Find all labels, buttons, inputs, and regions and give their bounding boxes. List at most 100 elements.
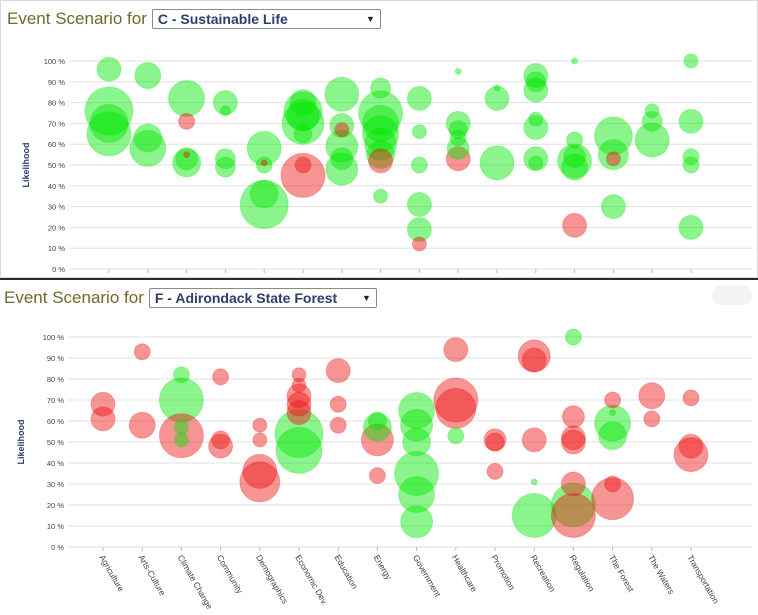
bubble	[557, 143, 593, 179]
bubble	[364, 127, 398, 161]
bubble	[286, 383, 312, 409]
y-tick-label: 10 %	[47, 522, 64, 531]
bubble	[219, 105, 231, 117]
bubble	[483, 428, 507, 452]
bubble	[561, 405, 585, 429]
bubble	[530, 478, 538, 486]
bubble	[173, 419, 189, 435]
bubble	[172, 366, 190, 384]
bubble	[211, 430, 231, 450]
bubble	[252, 417, 268, 433]
bubble	[133, 343, 151, 361]
bubble	[260, 159, 268, 167]
y-tick-label: 90 %	[48, 78, 65, 87]
bubble	[563, 145, 587, 169]
bubble	[286, 98, 320, 132]
y-tick-label: 30 %	[48, 203, 65, 212]
bubble	[598, 421, 628, 451]
bubble	[445, 110, 471, 136]
bubble	[638, 382, 666, 410]
y-axis-label: Likelihood	[16, 420, 26, 465]
bubble	[682, 148, 700, 166]
bubble	[528, 111, 544, 127]
bubble	[208, 433, 234, 459]
bubble	[329, 112, 355, 138]
bubble	[604, 391, 622, 409]
bubble	[283, 91, 323, 131]
scenario-select-bottom[interactable]: F - Adirondack State Forest ▼	[148, 288, 377, 308]
x-tick-label: Community	[215, 553, 246, 596]
bubble	[172, 148, 202, 178]
bubble	[682, 156, 700, 174]
bubble	[597, 139, 629, 171]
bubble	[443, 337, 469, 363]
x-tick-label: Healthcare	[450, 553, 479, 594]
bubble	[280, 152, 326, 198]
bubble	[129, 129, 167, 167]
bubble	[678, 108, 704, 134]
bubble	[255, 156, 273, 174]
bubble	[406, 192, 432, 218]
x-tick-label: Government	[411, 553, 443, 599]
bubble	[411, 124, 427, 140]
bubble	[682, 389, 700, 407]
bubble	[325, 129, 359, 163]
bubble	[362, 115, 400, 153]
scenario-header-bottom: Event Scenario for F - Adirondack State …	[4, 288, 377, 308]
x-tick-label: Education	[332, 553, 360, 591]
scenario-select-top[interactable]: C - Sustainable Life ▼	[151, 9, 381, 29]
bubble	[445, 146, 471, 172]
bubble	[634, 122, 670, 158]
bubble	[683, 53, 699, 69]
bubble	[214, 156, 236, 178]
scenario-select-value: C - Sustainable Life	[157, 11, 288, 27]
bubble	[212, 90, 238, 116]
bubble	[96, 56, 122, 82]
bubble	[370, 77, 392, 99]
bubble	[274, 409, 324, 459]
x-tick-label: The Waters	[646, 553, 676, 596]
bubble	[212, 368, 230, 386]
bubble	[134, 62, 162, 90]
bubble	[86, 111, 132, 157]
bubble	[246, 130, 282, 166]
bubble	[410, 156, 428, 174]
bubble	[566, 131, 584, 149]
bubble	[484, 85, 510, 111]
bubble	[449, 129, 467, 147]
bubble	[564, 328, 582, 346]
bubble	[168, 79, 206, 117]
x-tick-label: Climate Change	[176, 553, 215, 611]
bubble	[446, 136, 470, 160]
y-tick-label: 70 %	[48, 119, 65, 128]
scenario-header-top: Event Scenario for C - Sustainable Life …	[7, 9, 381, 29]
bubble	[562, 212, 588, 238]
y-tick-label: 80 %	[47, 375, 64, 384]
bubble	[560, 429, 586, 455]
x-tick-label: Arts-Culture	[136, 553, 167, 598]
bubble	[523, 63, 549, 89]
bubble	[521, 347, 547, 373]
bubble	[454, 67, 462, 75]
bubble	[493, 84, 501, 92]
y-axis-label: Likelihood	[21, 143, 31, 188]
toolbar-pill[interactable]	[712, 285, 752, 305]
bubble	[158, 413, 204, 459]
bubble	[239, 461, 281, 503]
bubble	[594, 404, 632, 442]
bubble	[411, 236, 427, 252]
y-tick-label: 0 %	[52, 265, 65, 274]
bubble	[550, 482, 596, 528]
bubble	[521, 427, 547, 453]
scenario-prefix: Event Scenario for	[4, 288, 144, 307]
bubble	[641, 110, 663, 132]
bubble	[673, 437, 709, 473]
bubble	[293, 124, 313, 144]
bubble	[329, 395, 347, 413]
bubble-chart-bottom: 0 % 10 % 20 % 30 % 40 % 50 % 60 % 70 % 80 % 90 % 1…	[16, 328, 752, 611]
y-tick-label: 10 %	[48, 244, 65, 253]
x-tick-label: Demographics	[254, 553, 290, 605]
bubble	[249, 179, 279, 209]
bubble	[286, 391, 312, 417]
y-tick-label: 0 %	[51, 543, 64, 552]
